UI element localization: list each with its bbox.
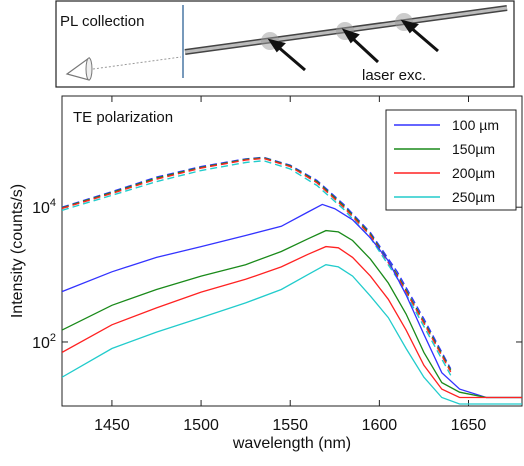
x-axis-label: wavelength (nm)	[232, 435, 351, 452]
legend-label-2: 150µm	[452, 141, 495, 157]
collection-path	[92, 56, 182, 70]
legend-label-1: 100 µm	[452, 117, 499, 133]
series-line-2	[62, 229, 522, 399]
series-line-3	[62, 245, 522, 399]
legend-frame	[385, 109, 517, 211]
series-line-4	[62, 264, 522, 405]
y-tick-label: 102	[32, 332, 56, 352]
dashed-series-line-3	[62, 157, 452, 373]
x-tick-label: 1550	[272, 417, 308, 434]
x-tick-label: 1450	[94, 417, 130, 434]
y-tick-label: 104	[32, 197, 56, 217]
y-axis-label: Intensity (counts/s)	[9, 184, 26, 318]
pl-collection-label: PL collection	[60, 13, 145, 30]
legend: 100 µm 150µm 200µm 250µm	[385, 109, 517, 211]
series-layer	[62, 156, 522, 405]
lens-icon	[65, 56, 93, 81]
series-line-1	[62, 203, 522, 399]
laser-exc-label: laser exc.	[362, 67, 426, 84]
legend-label-3: 200µm	[452, 165, 495, 181]
x-tick-label: 1600	[362, 417, 398, 434]
laser-arrows	[267, 19, 439, 72]
x-tick-label: 1650	[451, 417, 487, 434]
pl-spectrum-chart: 1450 1500 1550 1600 1650 102 104 TE polarizati…	[9, 95, 523, 452]
excitation-schematic: PL collection laser exc.	[55, 0, 515, 88]
legend-label-4: 250µm	[452, 189, 495, 205]
x-tick-label: 1500	[183, 417, 219, 434]
chart-title: TE polarization	[73, 109, 173, 126]
